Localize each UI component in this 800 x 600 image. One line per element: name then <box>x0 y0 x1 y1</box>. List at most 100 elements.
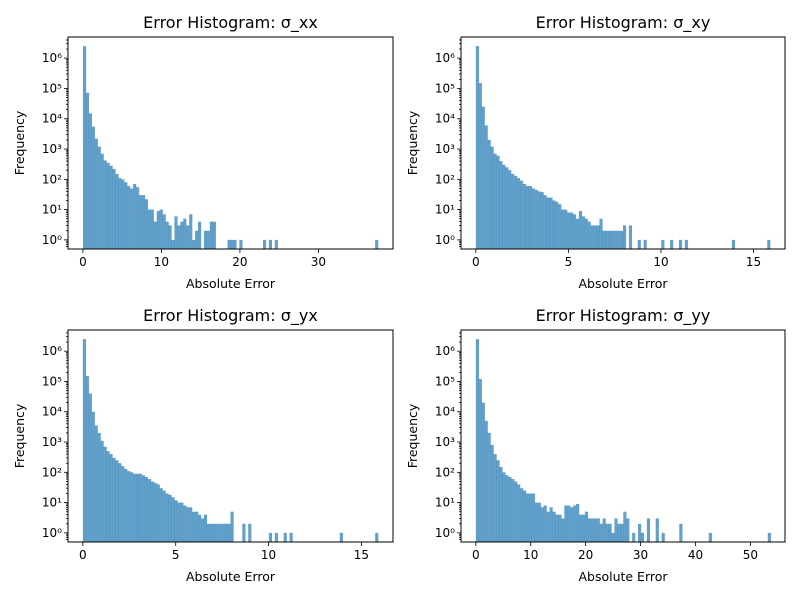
histogram-bar <box>109 165 113 249</box>
histogram-bar <box>578 210 582 249</box>
histogram-bar <box>549 507 553 542</box>
histogram-bar <box>579 514 583 542</box>
histogram-bar <box>121 179 125 249</box>
histogram-bar <box>555 201 559 249</box>
histogram-bar <box>121 466 125 542</box>
y-axis-label: Frequency <box>405 110 420 175</box>
x-axis-label: Absolute Error <box>186 569 276 584</box>
histogram-bar <box>487 139 491 249</box>
histogram-bar <box>531 188 535 249</box>
histogram-bar <box>200 518 205 542</box>
histogram-bar <box>575 218 580 249</box>
histogram-bar <box>192 239 196 249</box>
axes-frame <box>67 329 394 543</box>
histogram-bar <box>189 507 193 542</box>
histogram-bar <box>596 518 600 542</box>
histogram-bar <box>602 518 606 542</box>
histogram-bar <box>136 187 140 249</box>
histogram-bar <box>177 225 181 249</box>
y-tick-label: 10² <box>435 172 455 186</box>
histogram-bar <box>493 454 497 542</box>
histogram-bar <box>227 239 231 249</box>
histogram-bar <box>534 189 538 249</box>
histogram-bar <box>614 518 618 542</box>
histogram-bar <box>478 379 482 542</box>
histogram-bar <box>100 440 104 542</box>
histogram-bar <box>475 46 479 250</box>
x-axis-label: Absolute Error <box>578 276 668 291</box>
y-tick-label: 10⁶ <box>435 344 455 358</box>
histogram-bar <box>584 218 588 249</box>
histogram-bar <box>147 209 151 249</box>
histogram-bar <box>617 523 621 542</box>
histogram-bar <box>608 523 612 542</box>
histogram-bar <box>558 204 562 249</box>
histogram-bar <box>587 221 591 249</box>
histogram-bar <box>514 481 518 542</box>
y-tick-label: 10⁰ <box>435 526 455 540</box>
histogram-bar <box>192 511 196 542</box>
histogram-bar <box>628 225 633 249</box>
y-tick-label: 10⁵ <box>42 81 62 95</box>
histogram-bar <box>230 511 234 542</box>
y-tick-label: 10³ <box>42 435 62 449</box>
histogram-bar <box>655 518 659 542</box>
histogram-bar <box>517 178 521 249</box>
y-tick-label: 10³ <box>435 142 455 156</box>
histogram-bar <box>94 138 98 249</box>
histogram-bar <box>502 472 506 542</box>
histogram-bar <box>150 209 154 249</box>
histogram-bar <box>661 239 665 249</box>
histogram-bar <box>156 210 160 249</box>
y-tick-label: 10² <box>42 465 62 479</box>
histogram-bar <box>248 523 252 542</box>
histogram-bar <box>564 209 568 249</box>
histogram-bar <box>115 173 119 249</box>
histogram-bar <box>599 218 603 249</box>
histogram-bar <box>519 180 524 249</box>
y-tick-label: 10¹ <box>42 496 62 510</box>
histogram-bar <box>183 218 187 249</box>
x-tick-label: 40 <box>688 548 703 562</box>
histogram-bar <box>528 493 533 542</box>
histogram-bar <box>165 493 169 542</box>
histogram-bar <box>493 153 497 249</box>
histogram-bar <box>534 502 538 542</box>
histogram-bar <box>626 518 630 542</box>
histogram-bar <box>88 113 92 249</box>
y-tick-label: 10⁶ <box>42 51 62 65</box>
histogram-bar <box>511 479 515 542</box>
histogram-bar <box>124 182 128 249</box>
histogram-bar <box>611 230 615 249</box>
histogram-bar <box>97 432 101 542</box>
histogram-bar <box>684 239 688 249</box>
histogram-bar <box>224 523 228 542</box>
x-tick-label: 20 <box>232 255 247 269</box>
histogram-bar <box>487 432 491 542</box>
x-axis-label: Absolute Error <box>578 569 668 584</box>
histogram-bar <box>94 425 98 542</box>
histogram-panel-4: 0 10 20 30 40 50 10⁰ 10¹ 10² 10³ 10⁴ 10⁵ 10⁶ Error Hi… <box>405 306 786 584</box>
x-tick-label: 10 <box>261 548 276 562</box>
histogram-bar <box>174 500 178 542</box>
histogram-bar <box>643 239 647 249</box>
y-tick-label: 10⁴ <box>42 112 62 126</box>
histogram-bar <box>375 239 379 249</box>
histogram-bar <box>543 505 547 542</box>
histogram-panel-3: 0 5 10 15 10⁰ 10¹ 10² 10³ 10⁴ 10⁵ 10⁶ Error Histogr… <box>12 306 394 584</box>
histogram-bar <box>215 523 219 542</box>
y-axis-label: Frequency <box>12 110 27 175</box>
chart-title: Error Histogram: σ_yx <box>143 306 318 326</box>
histogram-bar <box>91 126 95 249</box>
histogram-bar <box>564 505 568 542</box>
y-tick-label: 10⁰ <box>435 233 455 247</box>
x-tick-label: 50 <box>743 548 758 562</box>
histogram-bar <box>138 473 143 542</box>
histogram-bar <box>203 514 208 542</box>
histogram-bar <box>130 472 134 542</box>
histogram-bar <box>517 484 521 542</box>
histogram-bar <box>496 155 500 249</box>
histogram-bar <box>623 225 627 249</box>
y-tick-label: 10¹ <box>42 203 62 217</box>
histogram-bar <box>484 420 488 542</box>
